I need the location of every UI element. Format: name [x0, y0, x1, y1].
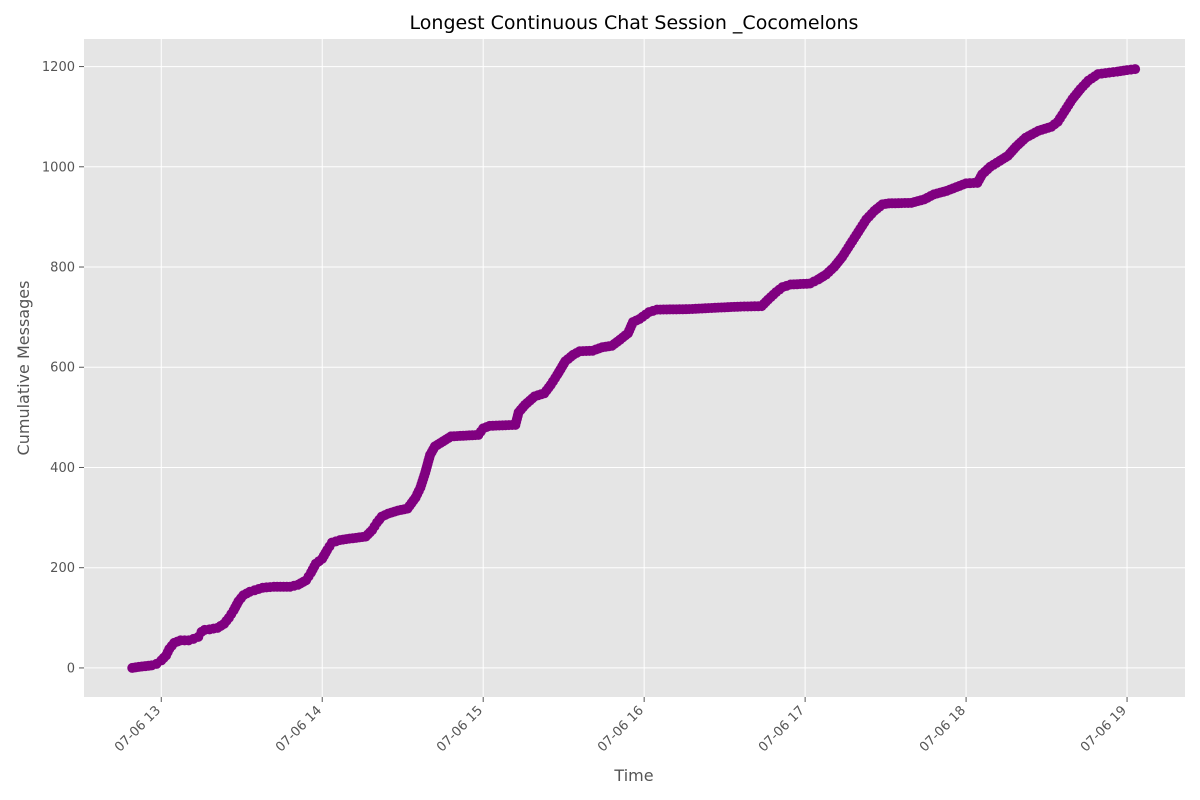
x-tick-label: 07-06 14 — [273, 703, 325, 755]
y-tick-label: 0 — [67, 661, 75, 676]
x-tick-label: 07-06 13 — [112, 703, 164, 755]
x-tick-label: 07-06 17 — [756, 703, 808, 755]
y-axis-label: Cumulative Messages — [14, 281, 33, 456]
y-tick-label: 600 — [50, 361, 75, 376]
data-point — [1130, 64, 1141, 75]
y-tick-label: 1200 — [42, 60, 75, 75]
x-tick-label: 07-06 15 — [434, 703, 486, 755]
x-tick-label: 07-06 16 — [595, 703, 647, 755]
x-axis-label: Time — [613, 766, 653, 785]
grid-lines — [84, 39, 1185, 697]
x-tick-label: 07-06 19 — [1078, 703, 1130, 755]
y-tick-label: 1000 — [42, 160, 75, 175]
y-tick-label: 800 — [50, 261, 75, 276]
y-tick-label: 200 — [50, 561, 75, 576]
x-tick-label: 07-06 18 — [917, 703, 969, 755]
series-points — [127, 64, 1141, 673]
y-tick-label: 400 — [50, 461, 75, 476]
series-layer — [127, 64, 1141, 673]
chart-title: Longest Continuous Chat Session _Cocomel… — [410, 12, 859, 34]
